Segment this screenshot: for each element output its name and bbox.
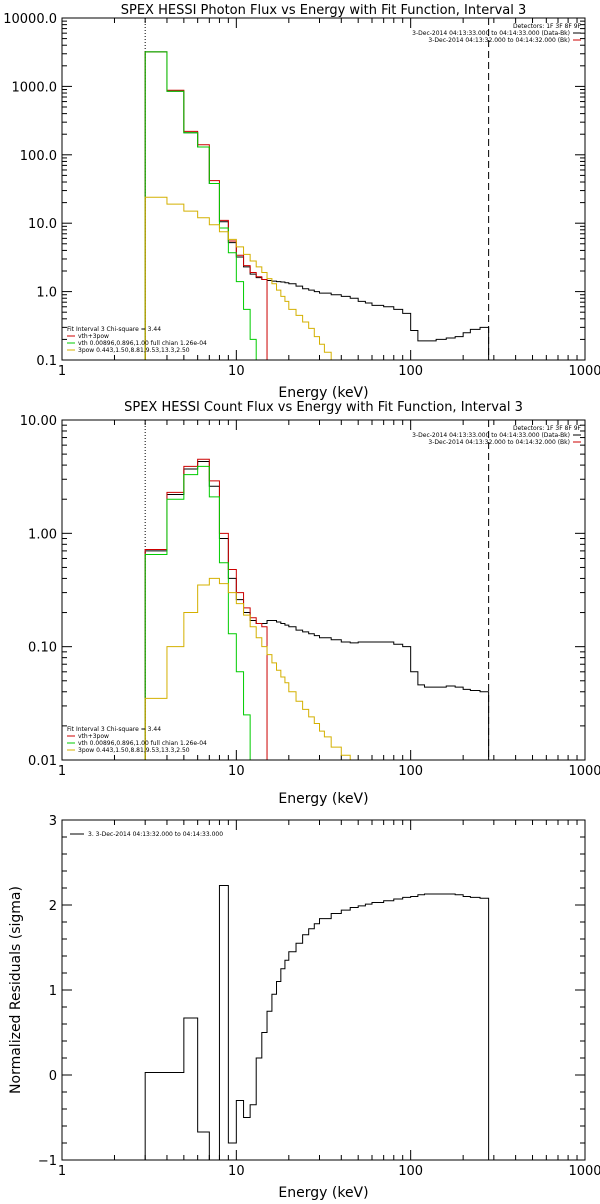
legend-header: Fit Interval 3 Chi-square = 3.44 (67, 326, 161, 333)
y-tick-label: 1.0 (36, 286, 57, 301)
plot-frame (61, 819, 586, 1161)
data-area (144, 458, 490, 760)
x-tick-label: 1000 (568, 764, 600, 779)
series-4-line (144, 196, 342, 360)
series-1-line (144, 884, 490, 1160)
y-axis-label: Normalized Residuals (sigma) (8, 886, 24, 1094)
chart-panel-3: 1 10 100 1000 −1 0 1 2 3 Energy (keV) Normalized R… (8, 814, 600, 1201)
y-tick-label: −1 (38, 1154, 57, 1169)
x-axis-label: Energy (keV) (278, 791, 368, 807)
y-tick-label: 100.0 (20, 149, 57, 164)
y-tick-label: 1 (49, 984, 57, 999)
chart-title: SPEX HESSI Count Flux vs Energy with Fit… (124, 400, 523, 415)
plot-frame (61, 419, 586, 761)
chart-panel-2: SPEX HESSI Count Flux vs Energy with Fit… (20, 400, 600, 807)
data-area (144, 884, 490, 1160)
legend-entry: 3. 3-Dec-2014 04:13:32.000 to 04:14:33.0… (88, 831, 223, 838)
x-axis-label: Energy (keV) (278, 385, 368, 401)
series-3-line (144, 465, 251, 760)
legend-bottom-left: Fit Interval 3 Chi-square = 3.44vth+3pow… (67, 726, 207, 754)
legend-header: Detectors: 1F 3F 8F 9F (513, 23, 582, 30)
x-tick-label: 1000 (568, 1164, 600, 1179)
y-tick-label: 1000.0 (12, 80, 58, 95)
x-tick-label: 1 (58, 364, 66, 379)
series-1-line (144, 51, 490, 360)
legend-entry: 3-Dec-2014 04:13:32.000 to 04:14:32.000 … (428, 37, 570, 44)
x-axis-label: Energy (keV) (278, 1185, 368, 1200)
series-3-line (144, 51, 257, 360)
y-tick-label: 1.00 (28, 527, 57, 542)
x-tick-label: 1 (58, 764, 66, 779)
legend-entry: 3pow 0.443,1.50,8.81,9.53,13.3,2.50 (78, 347, 190, 354)
x-tick-label: 1000 (568, 364, 600, 379)
series-2-line (144, 51, 268, 360)
legend-bottom-left: Fit Interval 3 Chi-square = 3.44vth+3pow… (67, 326, 207, 354)
x-tick-label: 10 (228, 364, 245, 379)
x-tick-label: 100 (398, 1164, 423, 1179)
series-2-line (144, 458, 268, 760)
plot-frame (61, 17, 586, 361)
legend-top-right: Detectors: 1F 3F 8F 9F3-Dec-2014 04:13:3… (412, 23, 581, 44)
legend-entry: vth 0.00896,0.896,1.00 full chian 1.26e-… (78, 340, 207, 347)
x-tick-label: 100 (398, 364, 423, 379)
legend-entry: vth+3pow (78, 333, 109, 340)
legend-header: Detectors: 1F 3F 8F 9F (513, 425, 582, 432)
legend-top-right: Detectors: 1F 3F 8F 9F3-Dec-2014 04:13:3… (412, 425, 581, 446)
y-tick-label: 3 (49, 814, 57, 829)
y-tick-label: 2 (49, 899, 57, 914)
legend-entry: 3-Dec-2014 04:13:32.000 to 04:14:32.000 … (428, 439, 570, 446)
legend-entry: vth 0.00896,0.896,1.00 full chian 1.26e-… (78, 740, 207, 747)
x-tick-label: 100 (398, 764, 423, 779)
legend-header: Fit Interval 3 Chi-square = 3.44 (67, 726, 161, 733)
legend-entry: vth+3pow (78, 733, 109, 740)
legend-top-left: 3. 3-Dec-2014 04:13:32.000 to 04:14:33.0… (70, 831, 223, 838)
y-tick-label: 0.1 (36, 354, 57, 369)
y-tick-label: 0.10 (28, 641, 57, 656)
y-tick-label: 10000.0 (3, 12, 57, 27)
y-tick-label: 10.00 (20, 414, 57, 429)
series-1-line (144, 461, 490, 760)
legend-entry: 3pow 0.443,1.50,8.81,9.53,13.3,2.50 (78, 747, 190, 754)
data-area (144, 51, 490, 360)
x-tick-label: 1 (58, 1164, 66, 1179)
legend-entry: 3-Dec-2014 04:13:33.000 to 04:14:33.000 … (412, 432, 570, 439)
y-tick-label: 0.01 (28, 754, 57, 769)
x-tick-label: 10 (228, 1164, 245, 1179)
legend-entry: 3-Dec-2014 04:13:33.000 to 04:14:33.000 … (412, 30, 570, 37)
series-4-line (144, 577, 351, 760)
y-tick-label: 10.0 (28, 217, 57, 232)
chart-title: SPEX HESSI Photon Flux vs Energy with Fi… (121, 3, 527, 18)
x-tick-label: 10 (228, 764, 245, 779)
chart-panel-1: SPEX HESSI Photon Flux vs Energy with Fi… (3, 3, 600, 401)
y-tick-label: 0 (49, 1069, 57, 1084)
